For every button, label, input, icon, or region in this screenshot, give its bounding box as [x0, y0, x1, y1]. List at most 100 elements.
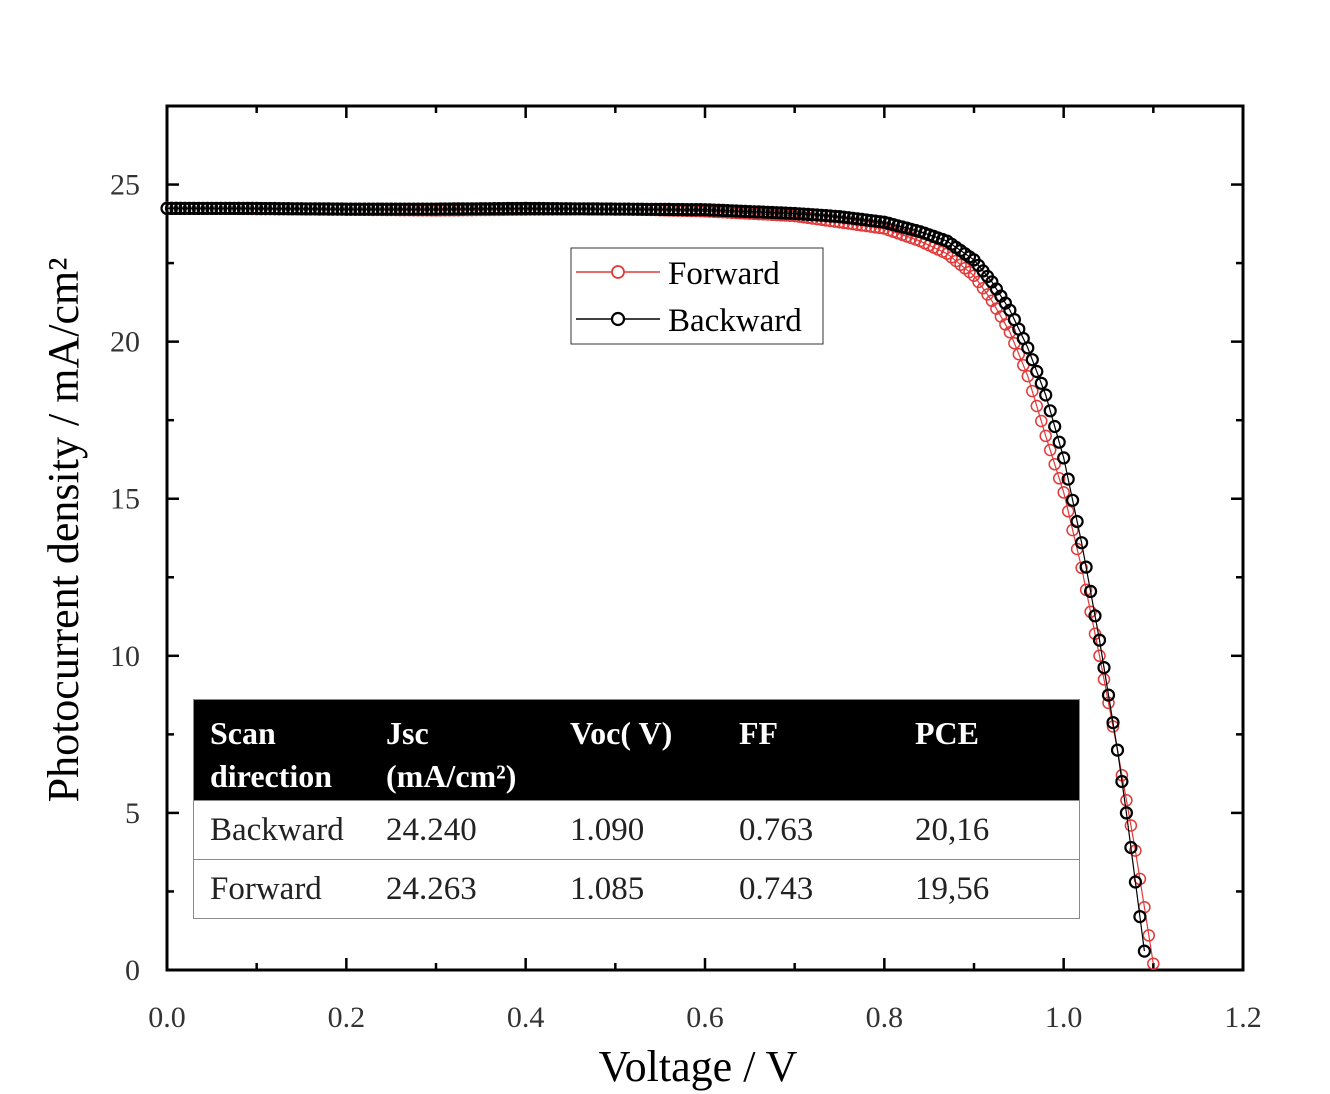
stats-cell: 0.763: [723, 800, 899, 860]
data-point: [416, 202, 430, 216]
data-point: [317, 202, 331, 216]
data-point: [245, 201, 259, 215]
data-point: [698, 203, 712, 217]
data-point: [1142, 929, 1156, 942]
data-point: [250, 201, 264, 215]
data-point: [187, 201, 201, 215]
data-point: [1057, 486, 1070, 499]
data-point: [505, 201, 519, 216]
y-tick-label: 20: [110, 326, 140, 359]
y-axis-title: Photocurrent density / mA/cm²: [39, 258, 88, 803]
stats-table: Scan direction Jsc (mA/cm²) Voc( V) FF PCE…: [193, 699, 1080, 919]
data-point: [720, 204, 735, 218]
data-point: [577, 202, 591, 216]
data-point: [303, 202, 318, 216]
data-point: [559, 202, 573, 216]
data-point: [1092, 633, 1107, 647]
data-point: [402, 202, 416, 216]
stats-row-forward: Forward 24.263 1.085 0.743 19,56: [193, 859, 1080, 919]
y-tick-label: 25: [110, 169, 140, 202]
data-point: [483, 202, 497, 216]
data-point: [1070, 514, 1084, 529]
stats-header-ff: FF: [723, 699, 899, 801]
data-point: [622, 202, 636, 216]
data-point: [348, 202, 362, 216]
data-point: [976, 281, 990, 295]
data-point: [223, 201, 237, 215]
data-point: [689, 203, 703, 217]
data-point: [756, 205, 770, 219]
data-point: [510, 201, 524, 216]
stats-table-header-row: Scan direction Jsc (mA/cm²) Voc( V) FF PCE: [193, 699, 1080, 801]
stats-cell: 1.090: [554, 800, 723, 860]
data-point: [1061, 505, 1075, 518]
data-point: [218, 201, 232, 215]
stats-header-scan-direction: Scan direction: [193, 699, 370, 801]
data-point: [1026, 384, 1039, 398]
data-point: [268, 201, 282, 216]
data-point: [855, 212, 869, 226]
stats-cell: Backward: [193, 800, 370, 860]
data-point: [433, 202, 448, 216]
data-point: [1034, 376, 1048, 390]
data-point: [353, 202, 367, 216]
x-tick-label: 0.0: [148, 1001, 186, 1034]
data-point: [1110, 743, 1125, 757]
data-point: [380, 202, 394, 216]
data-point: [729, 204, 744, 218]
data-point: [523, 201, 537, 216]
data-point: [321, 202, 335, 216]
legend-box: [570, 247, 824, 345]
data-point: [1039, 429, 1052, 443]
data-point: [608, 202, 622, 216]
data-point: [1097, 660, 1111, 675]
data-point: [783, 206, 797, 220]
data-point: [554, 202, 569, 216]
data-point: [519, 201, 533, 215]
data-point: [272, 202, 286, 216]
data-point: [837, 210, 851, 224]
series-backward: [160, 201, 1152, 958]
data-point: [335, 202, 349, 216]
data-point: [299, 202, 313, 216]
data-point: [259, 201, 273, 216]
data-point: [635, 202, 649, 216]
data-point: [693, 203, 708, 217]
data-point: [447, 202, 461, 216]
stats-cell: 19,56: [899, 859, 1080, 919]
data-point: [631, 202, 645, 216]
data-point: [393, 202, 407, 216]
data-point: [563, 202, 578, 216]
data-point: [850, 212, 865, 226]
data-point: [487, 202, 501, 216]
data-point: [478, 202, 492, 216]
data-point: [814, 208, 829, 222]
data-point: [451, 202, 465, 216]
data-point: [1057, 451, 1071, 465]
data-point: [312, 202, 326, 216]
data-point: [617, 202, 631, 216]
data-point: [711, 203, 726, 217]
y-tick-labels: 0 5 10 15 20 25: [110, 169, 140, 987]
data-point: [675, 202, 690, 217]
data-point: [1074, 536, 1089, 550]
data-point: [200, 201, 214, 215]
data-point: [662, 202, 676, 216]
data-point: [680, 203, 694, 217]
data-point: [178, 201, 192, 215]
data-point: [545, 202, 560, 216]
data-point: [209, 201, 223, 215]
data-point: [398, 202, 412, 216]
data-point: [671, 202, 685, 217]
stats-header-jsc: Jsc (mA/cm²): [370, 699, 554, 801]
data-point: [191, 201, 205, 215]
data-point: [308, 202, 322, 216]
legend-label-backward: Backward: [668, 303, 802, 339]
data-point: [796, 207, 811, 221]
data-point: [227, 201, 241, 215]
data-point: [1079, 560, 1093, 574]
data-point: [1119, 806, 1134, 820]
data-point: [788, 206, 802, 221]
y-tick-label: 10: [110, 640, 140, 673]
